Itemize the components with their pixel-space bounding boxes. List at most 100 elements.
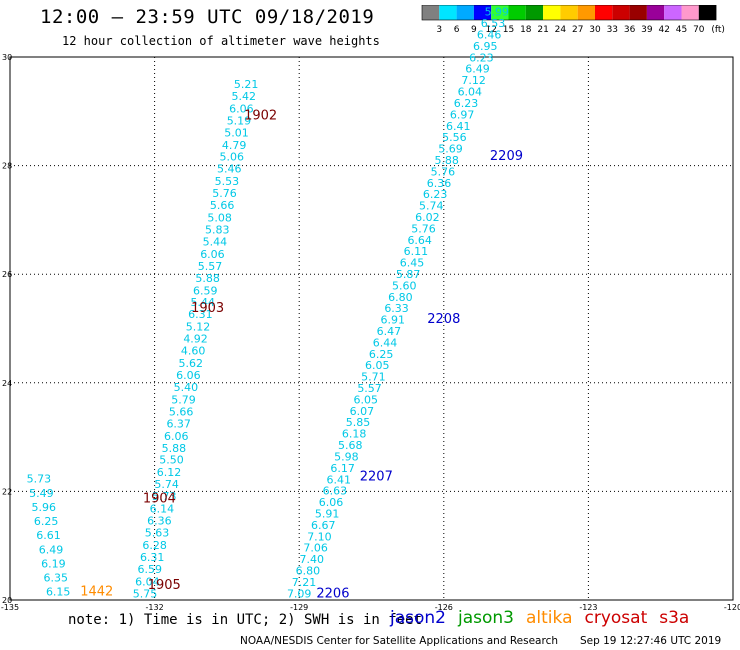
colorbar-swatch [543,5,561,20]
wave-height-value: 6.80 [388,291,413,304]
colorbar-label: 70 [693,25,705,35]
longitude-label: -120 [724,603,740,612]
wave-height-value: 6.05 [365,359,390,372]
wave-height-value: 4.60 [181,345,206,358]
colorbar-swatch [612,5,630,20]
pass-time-label: 2209 [490,149,523,164]
wave-height-value: 6.06 [229,102,254,115]
wave-height-value: 6.06 [319,496,344,509]
wave-height-value: 5.46 [217,163,242,176]
wave-height-value: 5.74 [419,200,444,213]
footer-timestamp: Sep 19 12:27:46 UTC 2019 [580,635,722,647]
wave-height-value: 6.59 [138,563,163,576]
colorbar-swatch [560,5,578,20]
wave-height-value: 5.60 [392,279,417,292]
colorbar-unit: (ft) [711,25,725,35]
wave-height-value: 6.23 [469,51,494,64]
colorbar-swatch [508,5,526,20]
wave-height-value: 5.44 [191,296,216,309]
wave-height-value: 7.12 [461,74,486,87]
longitude-label: -129 [290,603,308,612]
wave-height-value: 5.49 [29,487,54,500]
wave-height-value: 6.28 [142,539,167,552]
latitude-label: 24 [2,379,12,388]
wave-height-value: 7.40 [299,553,324,566]
satellite-name: s3a [659,608,690,628]
colorbar-label: 6 [454,25,460,35]
wave-height-value: 6.18 [342,428,367,441]
colorbar-swatch [456,5,474,20]
wave-height-value: 6.67 [311,519,336,532]
wave-height-value: 6.61 [36,529,61,542]
latitude-label: 22 [2,487,12,496]
pass-time-label: 2208 [427,312,460,327]
map-frame [9,56,734,601]
wave-height-value: 5.79 [171,393,196,406]
colorbar-label: 39 [641,25,653,35]
wave-height-value: 5.69 [438,143,463,156]
wave-height-value: 6.02 [415,211,440,224]
wave-height-value: 5.21 [234,78,259,91]
wave-height-value: 6.63 [323,485,348,498]
colorbar-swatch [629,5,647,20]
wave-height-value: 6.36 [147,515,172,528]
wave-height-value: 5.50 [159,454,184,467]
wave-height-value: 5.76 [431,165,456,178]
colorbar-label: 18 [520,25,532,35]
wave-height-value: 5.66 [210,199,235,212]
colorbar-label: 15 [503,25,514,35]
wave-height-value: 6.45 [400,257,425,270]
colorbar-label: 30 [589,25,601,35]
wave-height-value: 5.01 [224,126,249,139]
wave-height-value: 6.04 [458,86,483,99]
wave-height-value: 5.57 [357,382,382,395]
wave-height-value: 5.73 [27,473,52,486]
colorbar-label: 12 [485,25,496,35]
wave-height-value: 5.08 [207,212,232,225]
wave-height-value: 6.49 [465,63,490,76]
wave-height-value: 6.41 [446,120,471,133]
wave-height-value: 6.23 [423,188,448,201]
wave-height-value: 5.06 [219,151,244,164]
wave-height-value: 5.53 [215,175,240,188]
satellite-name: altika [526,608,573,628]
pass-time-label: 1904 [143,491,176,506]
wave-height-value: 6.37 [166,417,191,430]
wave-height-value: 6.12 [157,466,182,479]
colorbar-label: 45 [676,25,687,35]
wave-height-value: 6.64 [407,234,432,247]
wave-height-value: 4.92 [183,333,208,346]
colorbar-label: 9 [471,25,477,35]
latitude-label: 26 [2,270,12,279]
wave-height-value: 5.75 [133,587,158,600]
wave-height-value: 6.91 [380,314,405,327]
colorbar-swatch [595,5,613,20]
wave-height-value: 5.96 [31,501,56,514]
wave-height-value: 6.11 [404,245,429,258]
wave-height-value: 6.46 [477,29,502,42]
colorbar-swatch [473,5,492,20]
wave-height-value: 6.59 [193,284,218,297]
wave-height-value: 6.47 [377,325,402,338]
colorbar-swatch [422,5,440,20]
latitude-label: 28 [2,162,12,171]
wave-height-value: 5.98 [334,450,359,463]
longitude-label: -123 [579,603,597,612]
wave-height-value: 6.31 [140,551,165,564]
wave-height-value: 5.99 [485,6,510,19]
colorbar-swatch [681,5,699,20]
wave-height-value: 6.80 [296,564,321,577]
wave-height-value: 6.04 [135,575,160,588]
wave-height-value: 6.25 [369,348,394,361]
colorbar-label: 21 [537,25,548,35]
satellite-name: cryosat [584,608,648,628]
colorbar-swatch [664,5,682,20]
wave-height-value: 6.36 [427,177,452,190]
wave-height-value: 5.88 [434,154,459,167]
wave-height-value: 5.91 [315,507,340,520]
longitude-label: -132 [146,603,164,612]
colorbar-swatch [577,5,595,20]
wave-height-value: 5.62 [179,357,204,370]
colorbar-label: 42 [658,25,669,35]
wave-height-value: 6.35 [44,572,69,585]
